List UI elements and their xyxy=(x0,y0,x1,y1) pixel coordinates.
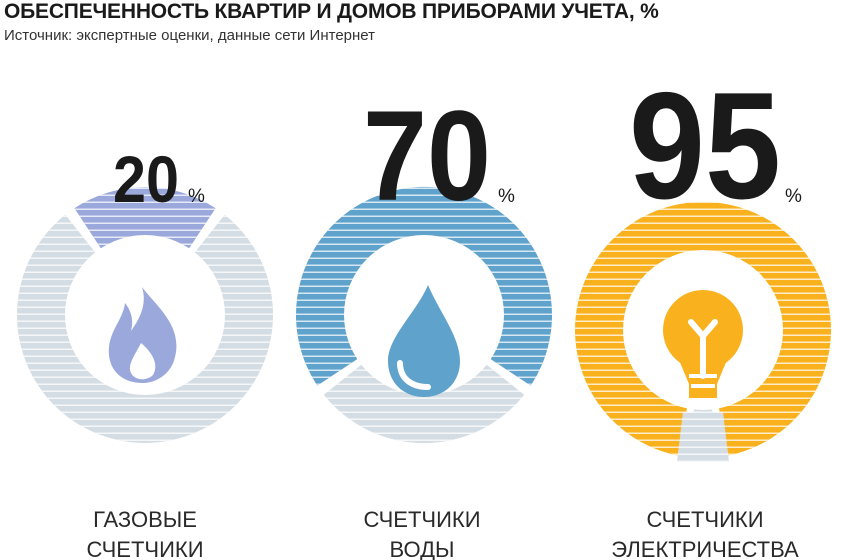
category-label-gas-line2: СЧЕТЧИКИ xyxy=(86,537,203,560)
value-label-gas: 20 xyxy=(113,142,179,216)
chart-subtitle: Источник: экспертные оценки, данные сети… xyxy=(4,27,376,44)
light-bulb-icon xyxy=(663,290,743,462)
value-label-electricity: 95 xyxy=(629,61,781,231)
chart-title: ОБЕСПЕЧЕННОСТЬ КВАРТИР И ДОМОВ ПРИБОРАМИ… xyxy=(4,0,659,23)
water-drop-icon xyxy=(388,285,460,397)
category-label-water-line1: СЧЕТЧИКИ xyxy=(363,507,480,532)
category-label-water-line2: ВОДЫ xyxy=(390,537,455,560)
unit-label-electricity: % xyxy=(785,186,802,207)
unit-label-water: % xyxy=(498,186,515,207)
unit-label-gas: % xyxy=(188,186,205,207)
category-label-electricity-line1: СЧЕТЧИКИ xyxy=(646,507,763,532)
category-label-gas-line1: ГАЗОВЫЕ xyxy=(93,507,197,532)
flame-icon xyxy=(108,287,177,383)
category-label-electricity-line2: ЭЛЕКТРИЧЕСТВА xyxy=(611,537,799,560)
value-label-water: 70 xyxy=(363,85,491,228)
